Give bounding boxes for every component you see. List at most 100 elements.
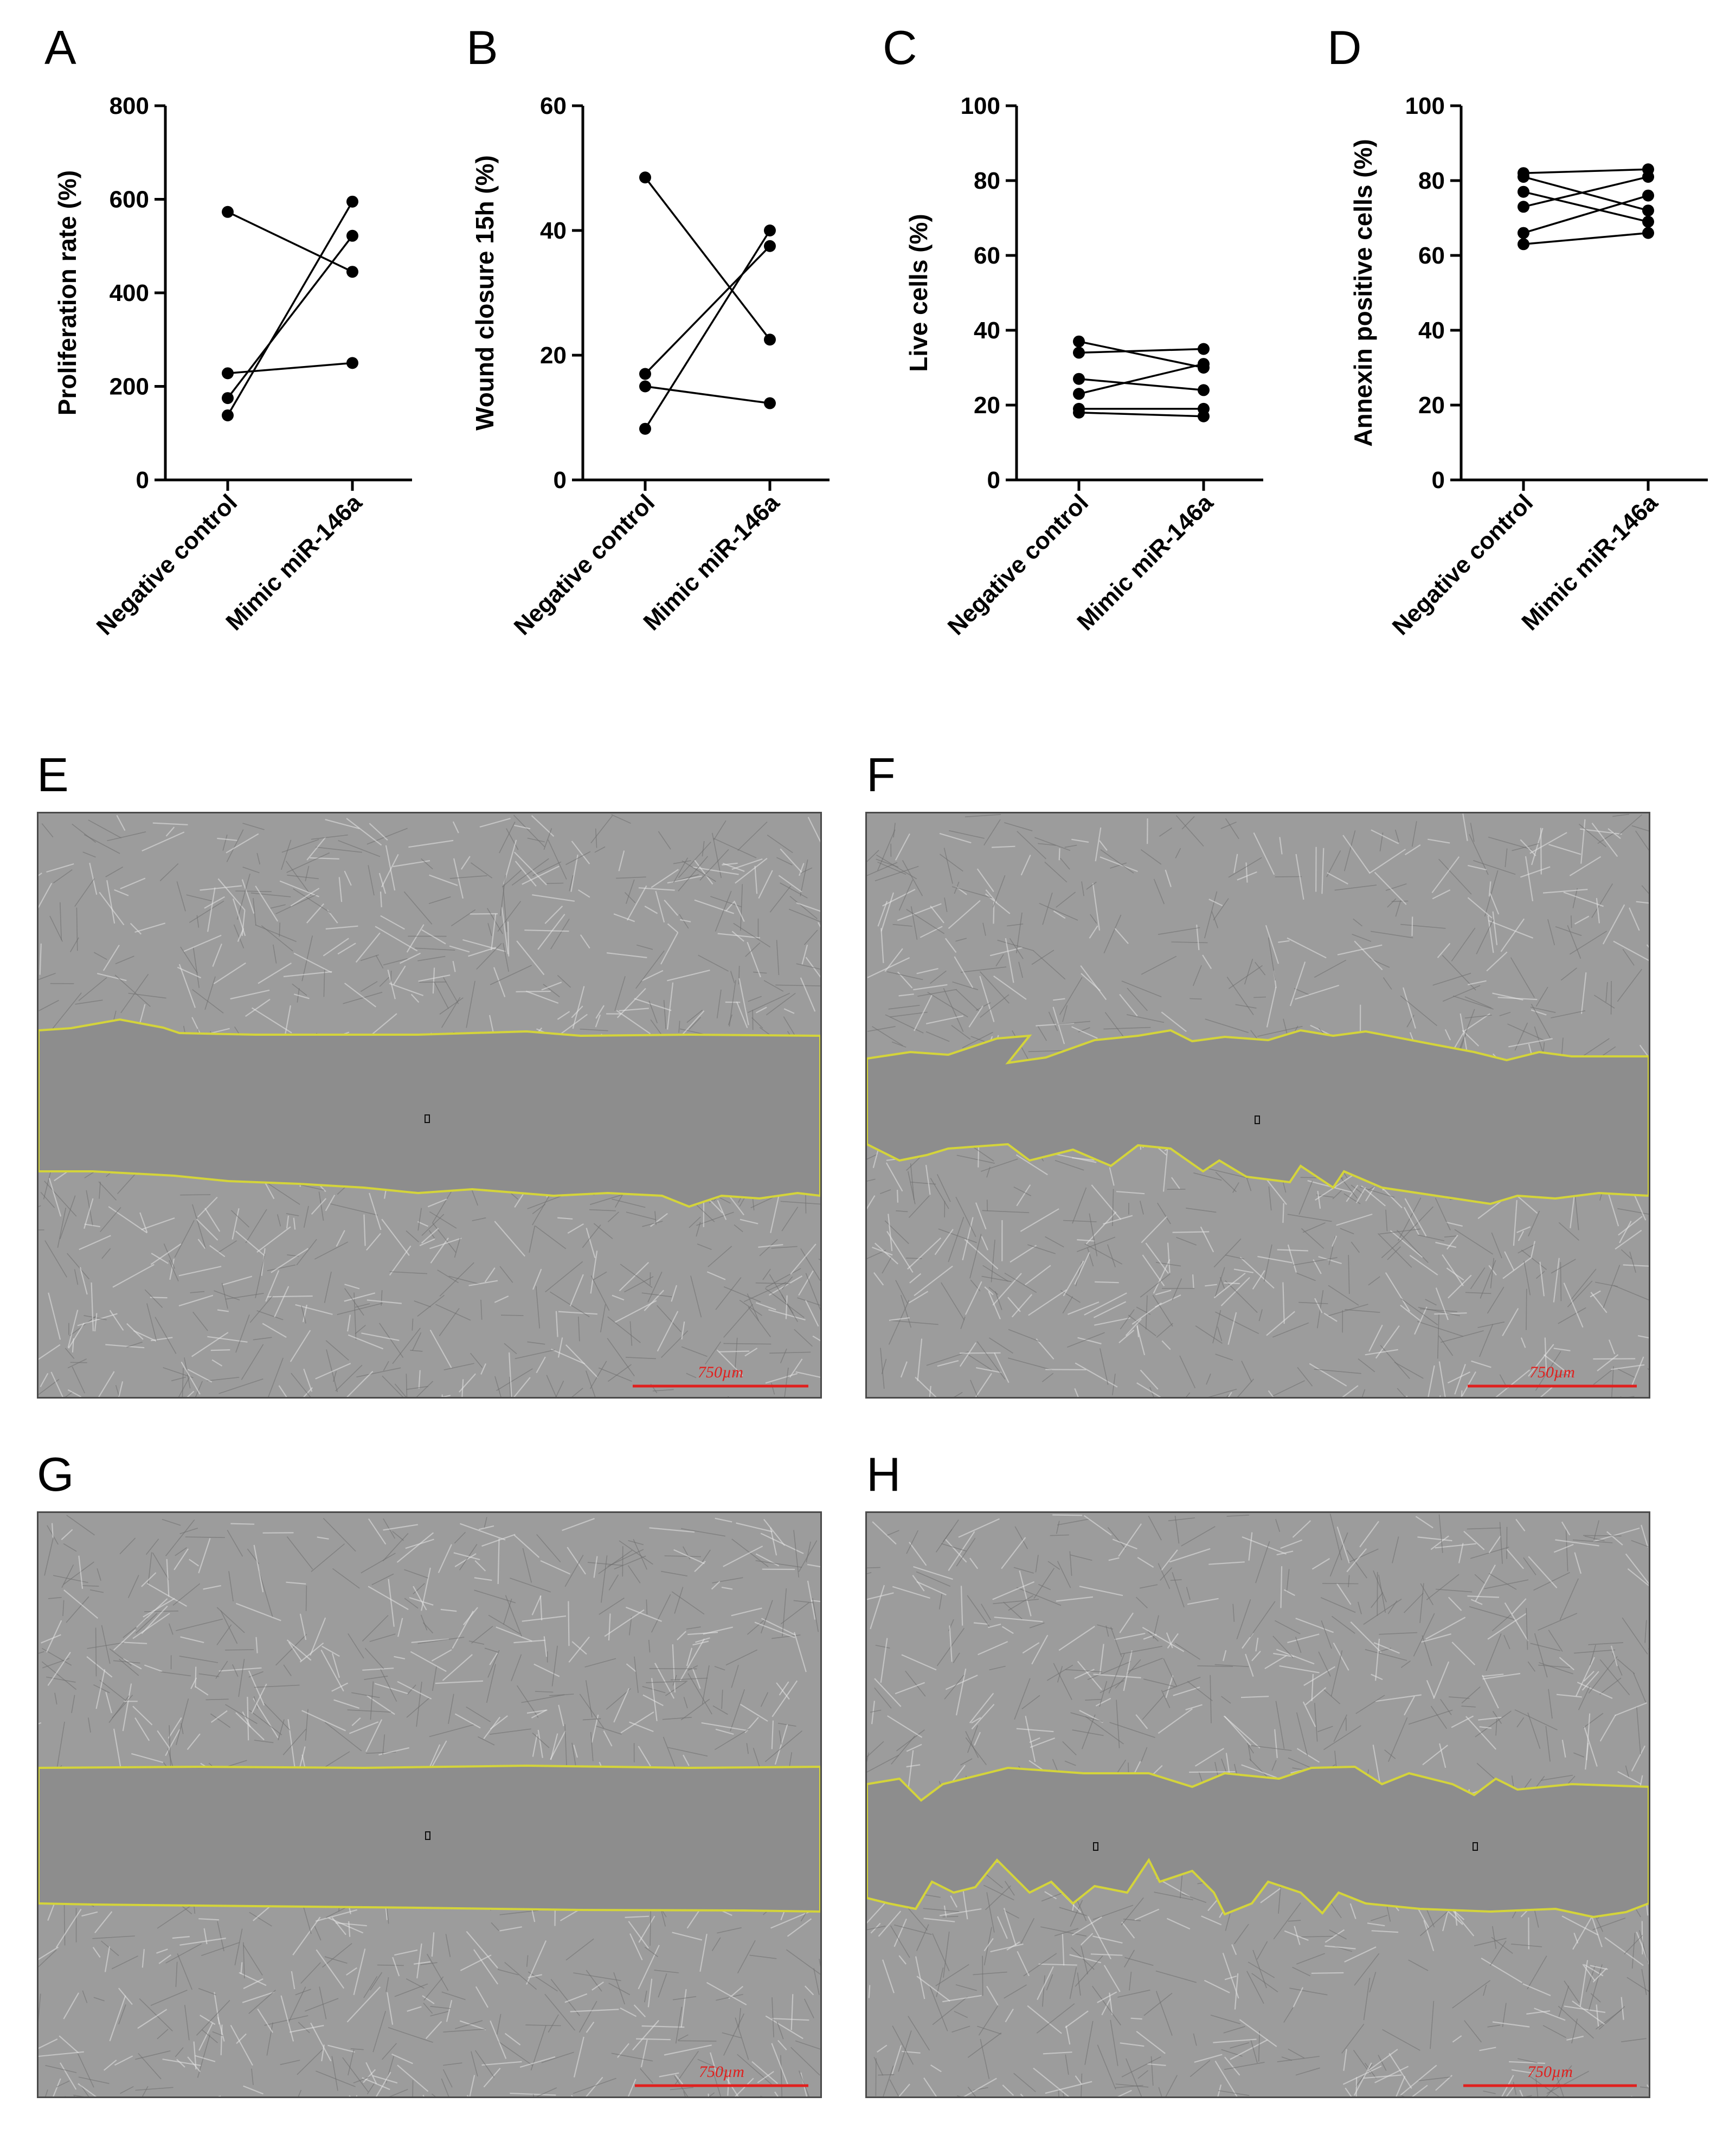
cell-streak (1358, 1358, 1375, 1373)
cell-streak (1446, 1235, 1458, 1250)
cell-streak (1292, 1966, 1310, 1977)
cell-streak (771, 1997, 774, 2037)
cell-streak (1556, 1694, 1582, 1698)
cell-streak (133, 1330, 157, 1342)
cell-streak (1558, 1307, 1586, 1324)
cell-streak (876, 858, 899, 868)
cell-streak (1221, 1696, 1231, 1704)
cell-streak (734, 2078, 754, 2096)
cell-streak (1273, 1652, 1294, 1658)
cell-streak (1635, 830, 1649, 851)
cell-streak (454, 1237, 461, 1258)
cell-streak (579, 1694, 605, 1729)
cell-streak (1351, 1184, 1364, 1195)
cell-streak (38, 999, 59, 1011)
cell-streak (664, 899, 679, 916)
cell-streak (1346, 1548, 1367, 1573)
cell-streak (451, 909, 476, 927)
cell-streak (413, 1961, 431, 1965)
cell-streak (1239, 2019, 1277, 2047)
cell-streak (1593, 1368, 1614, 1385)
cell-streak (346, 818, 382, 846)
cell-streak (1033, 1568, 1055, 1599)
cell-streak (614, 1300, 657, 1323)
cell-streak (303, 1368, 313, 1392)
cell-streak (1213, 898, 1229, 921)
cell-streak (1161, 1690, 1171, 1708)
cell-streak (779, 1681, 789, 1696)
cell-streak (391, 2053, 413, 2064)
cell-streak (778, 875, 802, 893)
cell-streak (513, 1377, 531, 1397)
cell-streak (874, 1242, 898, 1265)
cell-streak (1510, 957, 1535, 998)
cell-streak (880, 928, 884, 963)
cell-streak (483, 1716, 501, 1739)
cell-streak (1490, 1258, 1494, 1288)
cell-streak (1194, 2054, 1223, 2063)
cell-streak (187, 1390, 195, 1397)
cell-streak (1137, 2070, 1148, 2079)
data-point (346, 266, 358, 278)
cell-streak (1297, 1367, 1313, 1387)
cell-streak (1578, 823, 1606, 848)
cell-streak (649, 1527, 695, 1533)
cell-streak (1320, 1597, 1356, 1613)
cell-streak (1070, 1900, 1083, 1927)
cell-streak (1296, 1712, 1308, 1756)
panel-letter-f: F (866, 748, 896, 802)
cell-streak (412, 1332, 422, 1351)
cell-streak (1329, 1514, 1342, 1561)
cell-streak (344, 870, 352, 886)
cell-streak (1288, 2048, 1305, 2059)
cell-streak (725, 1649, 758, 1666)
cell-streak (406, 1386, 428, 1390)
cell-streak (186, 894, 212, 902)
cell-streak (258, 1570, 273, 1618)
cell-streak (364, 1647, 384, 1669)
cell-streak (1332, 1190, 1342, 1200)
cell-streak (283, 971, 332, 977)
cell-streak (908, 1291, 929, 1304)
cell-streak (986, 1986, 999, 2006)
cell-streak (59, 1195, 76, 1240)
cell-streak (1034, 837, 1071, 851)
cell-streak (1018, 961, 1024, 978)
cell-streak (360, 981, 378, 992)
cell-streak (1558, 1985, 1570, 2017)
cell-streak (531, 1595, 542, 1615)
cell-streak (905, 1670, 926, 1697)
cell-streak (63, 1992, 80, 2019)
cell-streak (614, 1555, 646, 1570)
cell-streak (127, 1575, 139, 1599)
cell-streak (1551, 1259, 1576, 1274)
cell-streak (586, 2021, 595, 2033)
cell-streak (763, 1519, 786, 1546)
cell-streak (1141, 1216, 1167, 1243)
data-point (1198, 343, 1210, 355)
cell-streak (1230, 2039, 1268, 2060)
cell-streak (875, 1645, 890, 1649)
cell-streak (1074, 1388, 1079, 1397)
cell-streak (672, 1996, 697, 2000)
cell-streak (1186, 1208, 1217, 1213)
cell-streak (1245, 862, 1248, 883)
cell-streak (1489, 893, 1500, 915)
cell-streak (1452, 1980, 1491, 2009)
cell-streak (1225, 818, 1239, 839)
cell-streak (667, 982, 674, 1030)
cell-streak (51, 992, 82, 1030)
cell-streak (1059, 1907, 1087, 1916)
cell-streak (788, 908, 820, 922)
cell-streak (201, 1942, 240, 1957)
cell-streak (417, 956, 446, 961)
cell-streak (1467, 1527, 1501, 1530)
cell-streak (898, 879, 914, 911)
cell-streak (256, 852, 261, 865)
cell-streak (771, 1680, 798, 1717)
cell-streak (1305, 1687, 1327, 1705)
cell-streak (286, 1215, 290, 1229)
cell-streak (1570, 1268, 1597, 1301)
y-axis-label: Proliferation rate (%) (53, 170, 81, 415)
cell-streak (1274, 1729, 1278, 1758)
